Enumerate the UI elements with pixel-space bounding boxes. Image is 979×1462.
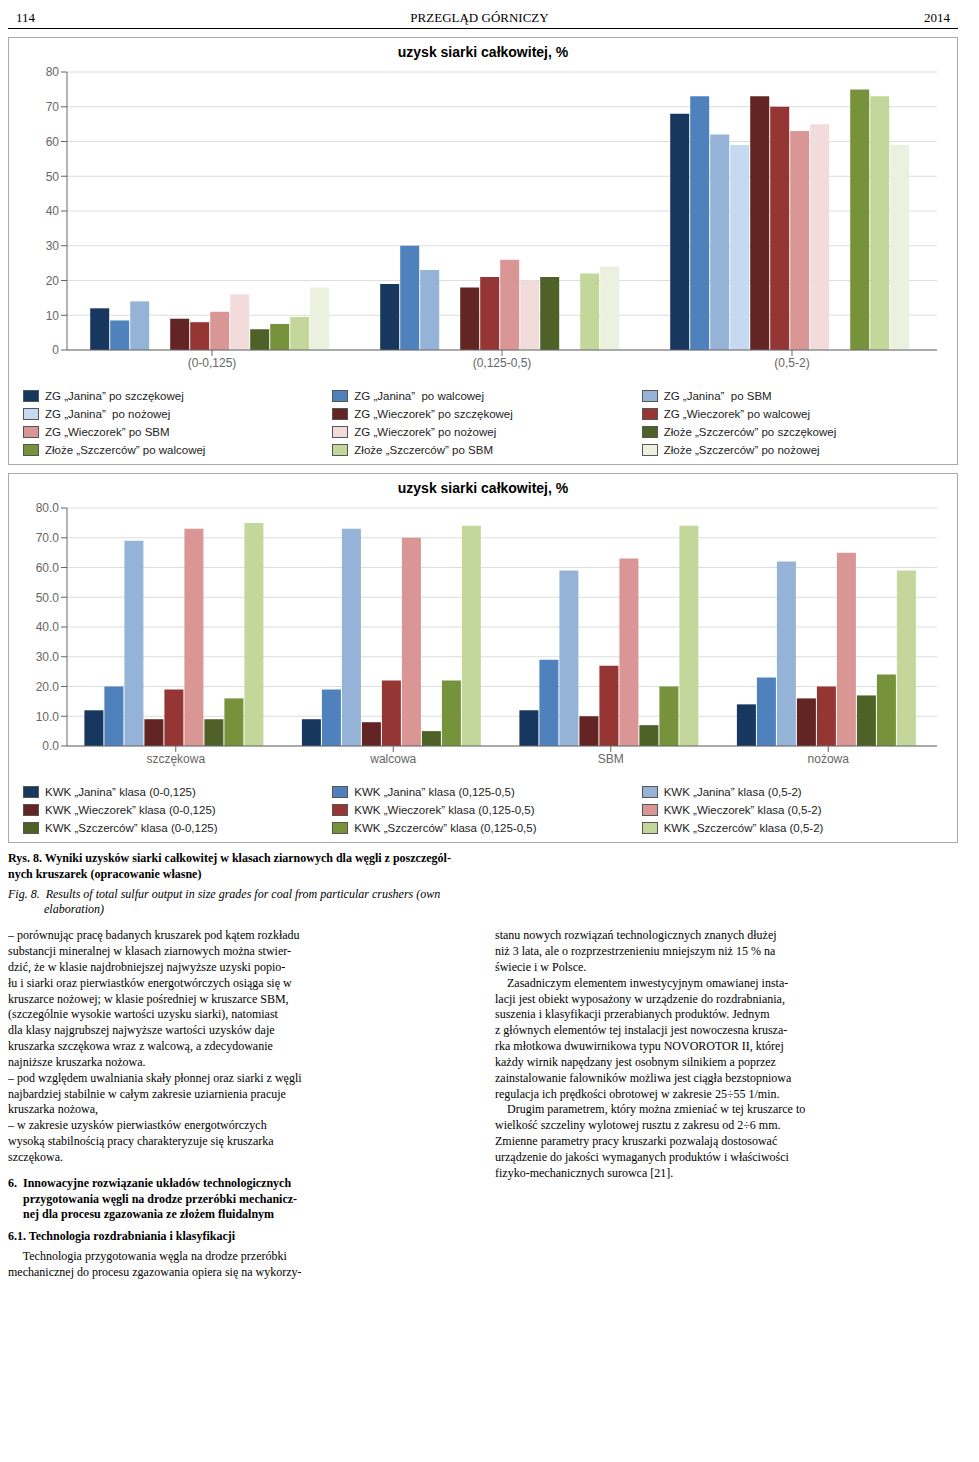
svg-text:30.0: 30.0 xyxy=(36,650,60,664)
svg-text:80: 80 xyxy=(46,65,60,79)
svg-text:40.0: 40.0 xyxy=(36,620,60,634)
svg-text:0: 0 xyxy=(52,343,59,357)
html-text:ZG „Wieczorek” po SBM: ZG „Wieczorek” po SBM xyxy=(45,426,170,438)
svg-text:30: 30 xyxy=(46,239,60,253)
html-text:Złoże „Szczerców” po walcowej: Złoże „Szczerców” po walcowej xyxy=(45,444,206,456)
svg-text:50: 50 xyxy=(46,170,60,184)
svg-text:szczękowa: szczękowa xyxy=(146,752,205,766)
html-text:KWK „Wieczorek” klasa (0-0,125: KWK „Wieczorek” klasa (0-0,125) xyxy=(45,804,216,816)
html-text:KWK „Janina” klasa (0,125-0,5): KWK „Janina” klasa (0,125-0,5) xyxy=(354,786,515,798)
html-text:Fig. 8. Results of total sulfu: Fig. 8. Results of total sulfur output i… xyxy=(8,886,441,917)
svg-text:70.0: 70.0 xyxy=(36,531,60,545)
html-text:KWK „Janina” klasa (0-0,125): KWK „Janina” klasa (0-0,125) xyxy=(45,786,196,798)
svg-text:70: 70 xyxy=(46,100,60,114)
html-text:Złoże „Szczerców” po SBM: Złoże „Szczerców” po SBM xyxy=(354,444,493,456)
svg-text:walcowa: walcowa xyxy=(369,752,416,766)
html-text:ZG „Wieczorek” po walcowej: ZG „Wieczorek” po walcowej xyxy=(663,408,810,420)
html-text:stanu nowych rozwiązań technol: stanu nowych rozwiązań technologicznych … xyxy=(495,928,806,1180)
svg-text:(0,125-0,5): (0,125-0,5) xyxy=(473,356,532,370)
html-text:ZG „Janina” po walcowej: ZG „Janina” po walcowej xyxy=(354,390,485,402)
svg-text:20.0: 20.0 xyxy=(36,680,60,694)
svg-text:SBM: SBM xyxy=(598,752,624,766)
html-text:Rys. 8. Wyniki uzysków siarki: Rys. 8. Wyniki uzysków siarki całkowitej… xyxy=(8,851,451,881)
html-text:2014: 2014 xyxy=(924,10,950,25)
html-text:KWK „Szczerców” klasa (0,5-2): KWK „Szczerców” klasa (0,5-2) xyxy=(663,822,824,834)
svg-text:10.0: 10.0 xyxy=(36,710,60,724)
svg-text:(0-0,125): (0-0,125) xyxy=(188,356,237,370)
svg-text:0.0: 0.0 xyxy=(42,739,59,753)
html-text:ZG „Wieczorek” po szczękowej: ZG „Wieczorek” po szczękowej xyxy=(354,408,513,420)
svg-text:80.0: 80.0 xyxy=(36,501,60,515)
svg-text:60.0: 60.0 xyxy=(36,561,60,575)
svg-text:20: 20 xyxy=(46,274,60,288)
html-text:ZG „Janina” po nożowej: ZG „Janina” po nożowej xyxy=(45,408,171,420)
html-text:KWK „Wieczorek” klasa (0,5-2): KWK „Wieczorek” klasa (0,5-2) xyxy=(663,804,822,816)
svg-text:40: 40 xyxy=(46,204,60,218)
html-text:uzysk siarki całkowitej, %: uzysk siarki całkowitej, % xyxy=(397,44,569,60)
html-text:KWK „Szczerców” klasa (0-0,125: KWK „Szczerców” klasa (0-0,125) xyxy=(45,822,218,834)
svg-text:10: 10 xyxy=(46,309,60,323)
html-text:Technologia przygotowania węgl: Technologia przygotowania węgla na drodz… xyxy=(8,1249,302,1279)
html-text:ZG „Janina” po SBM: ZG „Janina” po SBM xyxy=(663,390,772,402)
html-text:6. Innowacyjne rozwiązanie ukł: 6. Innowacyjne rozwiązanie układów techn… xyxy=(8,1175,298,1222)
html-text:6.1. Technologia rozdrabniania: 6.1. Technologia rozdrabniania i klasyfi… xyxy=(8,1229,236,1244)
html-text:KWK „Wieczorek” klasa (0,125-0: KWK „Wieczorek” klasa (0,125-0,5) xyxy=(354,804,535,816)
html-text:ZG „Wieczorek” po nożowej: ZG „Wieczorek” po nożowej xyxy=(354,426,497,438)
svg-text:nożowa: nożowa xyxy=(808,752,850,766)
html-text:– porównując pracę badanych kr: – porównując pracę badanych kruszarek po… xyxy=(8,928,302,1164)
html-text:KWK „Szczerców” klasa (0,125-0: KWK „Szczerców” klasa (0,125-0,5) xyxy=(354,822,537,834)
html-text:Złoże „Szczerców” po szczękowe: Złoże „Szczerców” po szczękowej xyxy=(663,426,837,438)
html-text:114: 114 xyxy=(16,10,35,25)
svg-text:60: 60 xyxy=(46,135,60,149)
svg-text:50.0: 50.0 xyxy=(36,591,60,605)
svg-text:(0,5-2): (0,5-2) xyxy=(774,356,809,370)
html-text:ZG „Janina” po szczękowej: ZG „Janina” po szczękowej xyxy=(45,390,184,402)
html-text:KWK „Janina” klasa (0,5-2): KWK „Janina” klasa (0,5-2) xyxy=(663,786,802,798)
html-text:uzysk siarki całkowitej, %: uzysk siarki całkowitej, % xyxy=(397,480,569,496)
html-text:Złoże „Szczerców” po nożowej: Złoże „Szczerców” po nożowej xyxy=(663,444,820,456)
html-text:PRZEGLĄD GÓRNICZY: PRZEGLĄD GÓRNICZY xyxy=(410,10,549,25)
